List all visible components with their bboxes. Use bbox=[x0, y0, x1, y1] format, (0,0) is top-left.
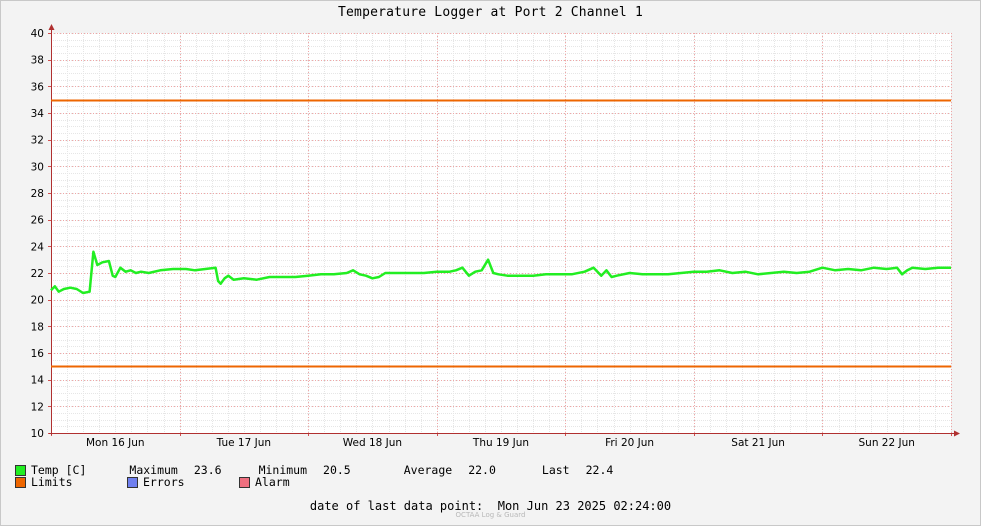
y-tick-label: 40 bbox=[31, 28, 44, 40]
legend-temp-label: Temp [C] bbox=[31, 463, 87, 477]
y-tick-label: 28 bbox=[31, 188, 44, 200]
legend-limits-label: Limits bbox=[31, 475, 73, 489]
legend-minimum-label: Minimum bbox=[258, 463, 308, 477]
legend-last-label: Last bbox=[541, 463, 570, 477]
legend-average-label: Average bbox=[403, 463, 453, 477]
y-tick-label: 38 bbox=[31, 55, 44, 67]
legend-minimum-value: 20.5 bbox=[323, 463, 351, 477]
y-tick-label: 26 bbox=[31, 215, 45, 227]
temperature-chart: 10 12 14 16 18 20 22 24 26 28 30 32 34 36 38 40 Mon 16 … bbox=[31, 24, 960, 449]
legend-maximum-value: 23.6 bbox=[193, 463, 222, 477]
legend-maximum-label: Maximum bbox=[129, 463, 178, 477]
y-tick-label: 32 bbox=[31, 135, 44, 147]
last-data-point: date of last data point: Mon Jun 23 2025… bbox=[0, 499, 981, 513]
legend-last-value: 22.4 bbox=[585, 463, 614, 477]
x-tick-label: Mon 16 Jun bbox=[86, 437, 145, 449]
x-tick-label: Sun 22 Jun bbox=[859, 437, 915, 449]
legend-item-limits: Limits bbox=[15, 475, 127, 489]
legend-row-temp: Temp [C] Maximum 23.6 Minimum 20.5 Avera… bbox=[15, 463, 613, 477]
y-tick-label: 20 bbox=[31, 295, 44, 307]
legend-item-temp: Temp [C] bbox=[15, 463, 86, 477]
legend-average-value: 22.0 bbox=[468, 463, 496, 477]
x-tick-label: Tue 17 Jun bbox=[216, 437, 271, 449]
y-tick-label: 30 bbox=[31, 161, 44, 173]
limits-swatch bbox=[15, 476, 26, 488]
y-tick-label: 16 bbox=[31, 348, 45, 360]
legend-errors-label: Errors bbox=[143, 475, 185, 489]
y-tick-label: 34 bbox=[31, 108, 45, 120]
series-temp-line bbox=[50, 250, 951, 295]
y-tick-label: 36 bbox=[31, 81, 45, 93]
y-tick-label: 12 bbox=[31, 401, 44, 413]
legend-row-status: Limits Errors Alarm bbox=[15, 475, 290, 489]
errors-swatch bbox=[127, 476, 138, 488]
temp-swatch bbox=[15, 464, 26, 476]
legend-item-errors: Errors bbox=[127, 475, 239, 489]
y-tick-label: 18 bbox=[31, 321, 44, 333]
x-axis-arrow bbox=[954, 430, 960, 437]
y-tick-label: 14 bbox=[31, 375, 45, 387]
x-tick-label: Wed 18 Jun bbox=[343, 437, 402, 449]
last-data-point-label: date of last data point: bbox=[309, 499, 484, 513]
legend-item-alarm: Alarm bbox=[239, 475, 290, 489]
y-tick-label: 22 bbox=[31, 268, 44, 280]
watermark: OCTAA Log & Guard bbox=[455, 511, 526, 519]
alarm-swatch bbox=[239, 476, 250, 488]
y-tick-label: 10 bbox=[31, 428, 44, 440]
chart-title: Temperature Logger at Port 2 Channel 1 bbox=[337, 5, 643, 20]
x-tick-label: Sat 21 Jun bbox=[731, 437, 785, 449]
x-tick-label: Fri 20 Jun bbox=[605, 437, 654, 449]
y-tick-label: 24 bbox=[31, 241, 45, 253]
y-axis-arrow bbox=[48, 24, 55, 30]
legend-alarm-label: Alarm bbox=[255, 475, 290, 489]
x-tick-label: Thu 19 Jun bbox=[472, 437, 529, 449]
last-data-point-value: Mon Jun 23 2025 02:24:00 bbox=[497, 499, 672, 513]
